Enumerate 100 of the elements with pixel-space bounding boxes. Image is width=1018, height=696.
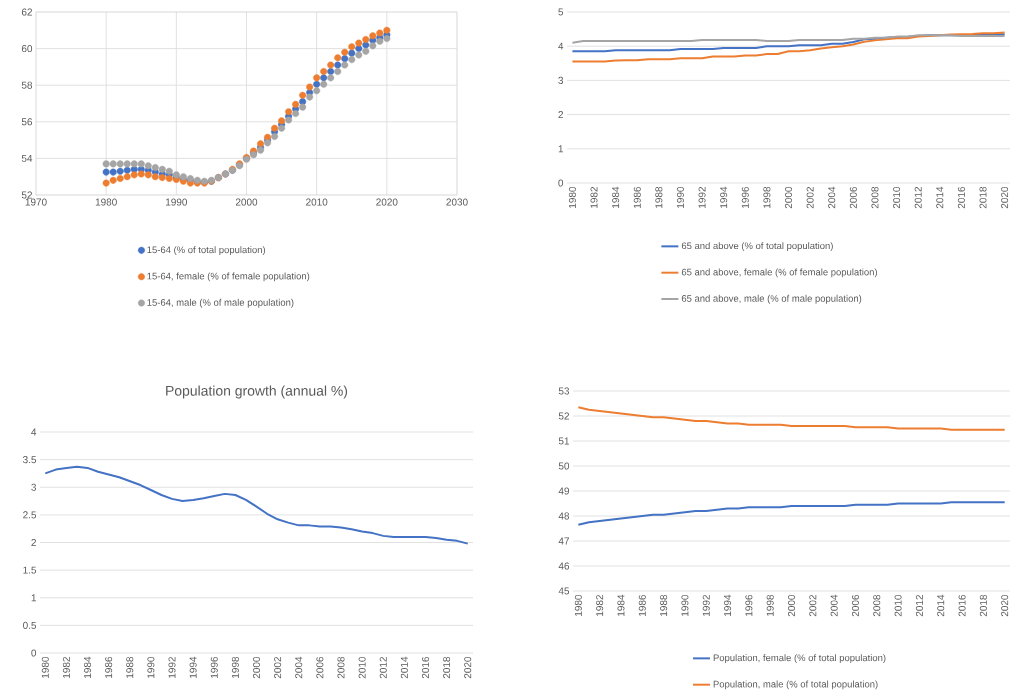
y-tick-label: 62 [21, 8, 32, 16]
x-tick-label: 2018 [979, 186, 987, 209]
y-tick-label: 1.5 [23, 566, 37, 574]
legend-label: 65 and above (% of total population) [681, 242, 833, 251]
x-tick-label: 1980 [41, 656, 49, 678]
x-tick-label: 1986 [105, 656, 113, 678]
y-tick-label: 5 [558, 8, 564, 16]
legend-label: 15-64 (% of total population) [147, 246, 266, 255]
y-tick-label: 53 [558, 387, 570, 395]
y-tick-label: 1 [31, 594, 36, 602]
x-tick-label: 2008 [873, 594, 881, 617]
x-tick-label: 1994 [720, 186, 728, 208]
x-tick-label: 1990 [676, 186, 684, 208]
x-tick-label: 1980 [574, 594, 582, 616]
y-tick-label: 46 [558, 562, 570, 570]
x-tick-label: 2020 [464, 656, 472, 679]
x-tick-label: 2020 [1001, 186, 1009, 209]
x-tick-label: 2000 [235, 198, 258, 206]
y-tick-label: 48 [558, 512, 570, 520]
x-tick-label: 1996 [741, 186, 749, 208]
y-tick-label: 52 [21, 191, 32, 199]
x-tick-label: 2002 [806, 187, 814, 209]
x-tick-label: 2012 [914, 187, 922, 209]
x-tick-label: 2010 [894, 594, 902, 617]
x-tick-label: 2014 [936, 186, 944, 209]
x-tick-label: 2014 [937, 594, 945, 617]
x-tick-label: 1988 [126, 656, 134, 678]
chart-title: Population growth (annual %) [166, 385, 348, 399]
y-tick-label: 49 [558, 487, 570, 495]
x-tick-label: 1984 [84, 656, 92, 678]
x-tick-label: 2000 [787, 594, 796, 617]
legend-label: Population, male (% of total population) [713, 680, 878, 690]
legend-label: 65 and above, female (% of female population) [681, 268, 877, 278]
x-tick-label: 1990 [681, 594, 689, 616]
y-tick-label: 1 [558, 145, 564, 153]
x-tick-label: 1992 [698, 187, 706, 208]
x-tick-label: 2020 [376, 198, 398, 206]
y-tick-label: 4 [558, 42, 564, 50]
y-tick-label: 3 [558, 76, 564, 84]
y-tick-label: 2 [558, 111, 563, 119]
x-tick-label: 2018 [979, 594, 987, 617]
x-tick-label: 1998 [763, 186, 771, 208]
x-tick-label: 2016 [421, 656, 429, 679]
x-tick-label: 2016 [957, 186, 965, 209]
x-tick-label: 2014 [400, 656, 408, 679]
x-tick-label: 2004 [828, 186, 836, 209]
x-tick-label: 2006 [849, 186, 857, 209]
y-tick-label: 0 [558, 179, 564, 187]
y-tick-label: 4 [31, 428, 37, 436]
legend-label: 15-64, male (% of male population) [147, 298, 294, 308]
x-tick-label: 2010 [893, 186, 901, 209]
x-tick-label: 2006 [316, 656, 324, 679]
y-tick-label: 54 [21, 154, 33, 162]
y-tick-label: 52 [558, 412, 569, 420]
x-tick-label: 2004 [830, 594, 838, 617]
y-tick-label: 51 [558, 437, 570, 445]
y-tick-label: 3 [31, 483, 37, 491]
x-tick-label: 2008 [337, 656, 345, 679]
legend-label: Population, female (% of total population) [713, 654, 886, 664]
y-tick-label: 0 [31, 649, 37, 657]
y-tick-label: 3.5 [23, 456, 37, 464]
x-tick-label: 2006 [851, 594, 859, 617]
x-tick-label: 1998 [231, 656, 239, 678]
x-tick-label: 1988 [660, 594, 668, 616]
y-tick-label: 47 [558, 537, 569, 545]
x-tick-label: 2002 [809, 595, 817, 617]
x-tick-label: 2000 [252, 656, 261, 679]
x-tick-label: 1998 [766, 594, 774, 616]
x-tick-label: 2020 [1001, 594, 1009, 617]
x-tick-label: 1984 [617, 594, 625, 616]
x-tick-label: 2012 [915, 595, 923, 617]
x-tick-label: 2004 [295, 656, 303, 679]
y-tick-label: 60 [21, 45, 33, 53]
x-tick-label: 2000 [784, 186, 793, 209]
x-tick-label: 1996 [210, 656, 218, 678]
x-tick-label: 1980 [95, 198, 117, 206]
x-tick-label: 1984 [612, 186, 620, 208]
x-tick-label: 1990 [147, 656, 155, 678]
x-tick-label: 2018 [443, 656, 451, 679]
y-tick-label: 50 [558, 462, 570, 470]
x-tick-label: 1994 [189, 656, 197, 678]
x-tick-label: 2008 [871, 186, 879, 209]
y-tick-label: 2 [31, 539, 36, 546]
x-tick-label: 2016 [958, 594, 966, 617]
x-tick-label: 1980 [568, 186, 576, 208]
x-tick-label: 2010 [306, 198, 328, 206]
x-tick-label: 1970 [25, 198, 47, 206]
y-tick-label: 0.5 [23, 621, 37, 629]
y-tick-label: 2.5 [23, 511, 37, 519]
x-tick-label: 1992 [168, 657, 176, 678]
x-tick-label: 2002 [274, 657, 282, 679]
x-tick-label: 1986 [633, 186, 641, 208]
x-tick-label: 1982 [62, 657, 70, 678]
x-tick-label: 1990 [166, 198, 188, 206]
x-tick-label: 1982 [590, 187, 598, 208]
legend-label: 65 and above, male (% of male population) [681, 294, 862, 304]
x-tick-label: 2010 [358, 656, 366, 679]
x-tick-label: 1992 [702, 595, 710, 616]
y-tick-label: 45 [558, 587, 570, 595]
y-tick-label: 56 [21, 118, 33, 126]
